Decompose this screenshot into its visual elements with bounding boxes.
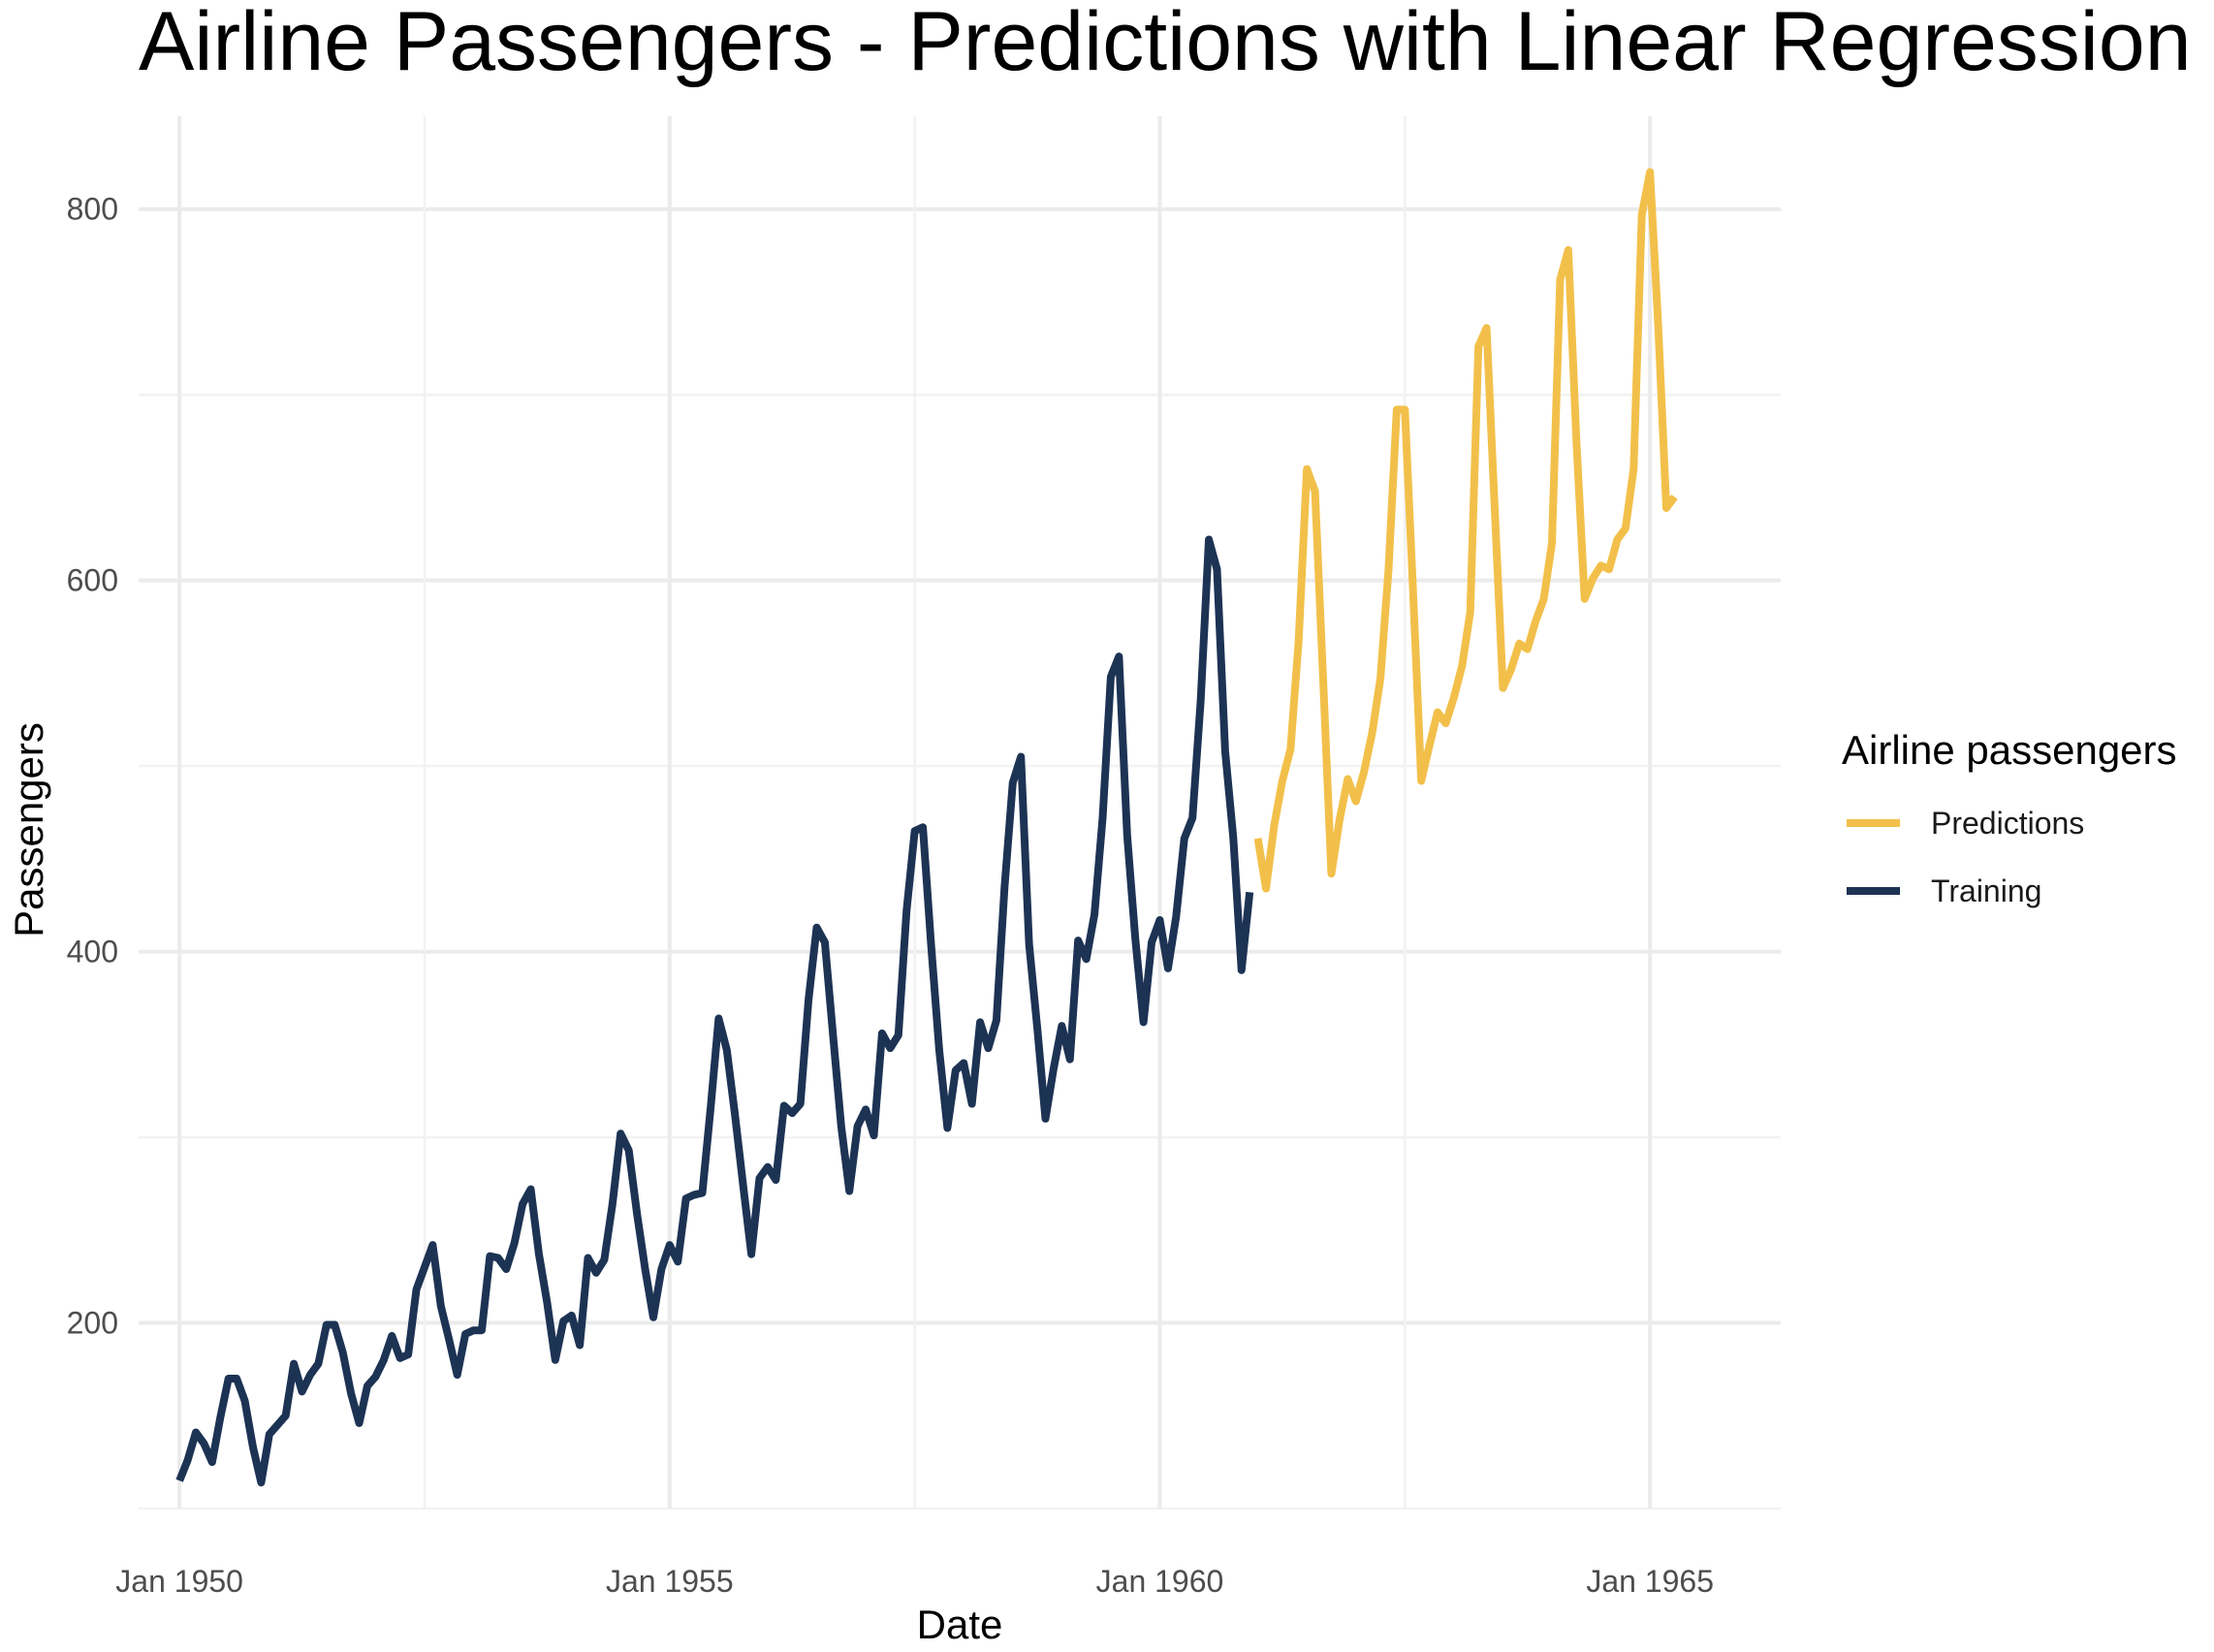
x-axis-title: Date bbox=[917, 1602, 1003, 1647]
y-tick-label: 200 bbox=[67, 1306, 118, 1341]
legend-title: Airline passengers bbox=[1842, 727, 2177, 773]
x-tick-label: Jan 1965 bbox=[1586, 1564, 1714, 1599]
x-tick-label: Jan 1950 bbox=[115, 1564, 243, 1599]
legend: Airline passengers Predictions Training bbox=[1842, 727, 2177, 908]
grid-lines bbox=[139, 116, 1781, 1510]
series-line-training bbox=[175, 535, 1254, 1487]
y-axis-ticks: 200 400 600 800 bbox=[67, 192, 118, 1341]
y-tick-label: 400 bbox=[67, 935, 118, 969]
y-axis-title: Passengers bbox=[6, 722, 51, 937]
x-tick-label: Jan 1960 bbox=[1096, 1564, 1224, 1599]
y-tick-label: 800 bbox=[67, 192, 118, 227]
series-lines bbox=[175, 168, 1678, 1487]
series-line-predictions bbox=[1253, 168, 1678, 893]
y-tick-label: 600 bbox=[67, 563, 118, 598]
legend-label-training: Training bbox=[1931, 874, 2041, 908]
chart-title: Airline Passengers - Predictions with Li… bbox=[139, 0, 2192, 88]
x-tick-label: Jan 1955 bbox=[606, 1564, 734, 1599]
x-axis-ticks: Jan 1950 Jan 1955 Jan 1960 Jan 1965 bbox=[115, 1564, 1714, 1599]
legend-label-predictions: Predictions bbox=[1931, 806, 2084, 841]
